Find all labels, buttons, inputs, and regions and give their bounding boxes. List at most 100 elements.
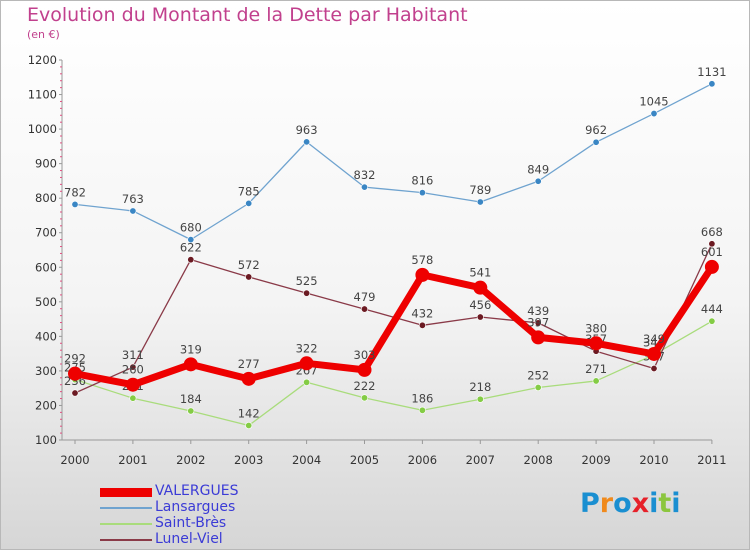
- data-label-saint-br-s: 218: [469, 380, 491, 394]
- data-point-valergues: [125, 377, 140, 392]
- data-point-lansargues: [592, 138, 600, 146]
- y-tick-label: 900: [35, 157, 57, 171]
- x-tick-label: 2002: [176, 453, 205, 467]
- data-point-saint-br-s: [245, 421, 253, 429]
- proxiti-logo: Proxiti: [580, 488, 681, 519]
- y-tick-label: 800: [35, 191, 57, 205]
- data-point-saint-br-s: [360, 394, 368, 402]
- data-label-lunel-viel: 622: [180, 241, 202, 255]
- data-point-lunel-viel: [708, 240, 716, 248]
- data-label-valergues: 601: [701, 245, 723, 259]
- data-label-lansargues: 763: [122, 192, 144, 206]
- logo-letter: o: [613, 488, 632, 519]
- y-tick-label: 100: [35, 433, 57, 447]
- data-label-lunel-viel: 572: [238, 258, 260, 272]
- data-point-lansargues: [476, 198, 484, 206]
- x-tick-label: 2009: [581, 453, 610, 467]
- data-label-valergues: 578: [411, 253, 433, 267]
- data-label-lansargues: 962: [585, 123, 607, 137]
- y-tick-label: 400: [35, 329, 57, 343]
- series-line-lansargues: [74, 83, 713, 241]
- data-point-saint-br-s: [708, 317, 716, 325]
- data-label-valergues: 303: [354, 348, 376, 362]
- data-point-lansargues: [534, 177, 542, 185]
- x-tick-label: 2008: [524, 453, 553, 467]
- data-label-lansargues: 680: [180, 221, 202, 235]
- data-label-valergues: 260: [122, 363, 144, 377]
- data-label-valergues: 322: [296, 341, 318, 355]
- legend-label-lunel-viel: Lunel-Viel: [155, 531, 223, 547]
- data-point-valergues: [183, 357, 198, 372]
- data-point-lunel-viel: [476, 313, 484, 321]
- logo-letter: P: [580, 488, 600, 519]
- data-label-saint-br-s: 444: [701, 302, 723, 316]
- data-label-lansargues: 1045: [639, 95, 668, 109]
- y-tick-label: 300: [35, 364, 57, 378]
- data-label-lunel-viel: 456: [469, 298, 491, 312]
- data-point-valergues: [531, 330, 546, 345]
- data-label-lansargues: 782: [64, 185, 86, 199]
- x-tick-label: 2001: [118, 453, 147, 467]
- legend-swatch-valergues: [100, 488, 152, 497]
- data-label-lunel-viel: 311: [122, 348, 144, 362]
- data-label-lunel-viel: 668: [701, 225, 723, 239]
- data-label-saint-br-s: 271: [585, 362, 607, 376]
- data-point-lansargues: [303, 138, 311, 146]
- legend-swatch-lunel-viel: [100, 539, 152, 541]
- chart-legend: VALERGUES Lansargues Saint-Brès Lunel-Vi…: [100, 483, 360, 548]
- data-label-lunel-viel: 432: [411, 306, 433, 320]
- data-point-lansargues: [187, 236, 195, 244]
- y-tick-label: 1200: [28, 53, 57, 67]
- data-point-valergues: [473, 280, 488, 295]
- data-label-lansargues: 785: [238, 184, 260, 198]
- legend-item-saint-bres: Saint-Brès: [100, 515, 360, 532]
- data-point-lunel-viel: [360, 305, 368, 313]
- data-point-saint-br-s: [592, 377, 600, 385]
- data-label-lansargues: 789: [469, 183, 491, 197]
- data-point-lansargues: [650, 110, 658, 118]
- x-tick-label: 2003: [234, 453, 263, 467]
- legend-label-saint-bres: Saint-Brès: [155, 515, 227, 531]
- data-label-lunel-viel: 479: [354, 290, 376, 304]
- x-tick-label: 2005: [350, 453, 379, 467]
- data-label-saint-br-s: 142: [238, 406, 260, 420]
- data-point-saint-br-s: [129, 394, 137, 402]
- chart-subtitle: (en €): [27, 28, 60, 41]
- series-line-saint-br-s: [74, 320, 713, 427]
- data-point-lansargues: [418, 189, 426, 197]
- x-tick-label: 2010: [639, 453, 668, 467]
- series-line-valergues: [71, 263, 716, 389]
- data-label-saint-br-s: 252: [527, 368, 549, 382]
- data-label-lunel-viel: 525: [296, 274, 318, 288]
- logo-letter: x: [631, 488, 650, 519]
- x-tick-label: 2004: [292, 453, 321, 467]
- data-label-lansargues: 816: [411, 174, 433, 188]
- data-label-valergues: 380: [585, 321, 607, 335]
- data-label-valergues: 292: [64, 352, 86, 366]
- data-point-saint-br-s: [418, 406, 426, 414]
- legend-label-lansargues: Lansargues: [155, 499, 236, 515]
- data-point-lunel-viel: [129, 363, 137, 371]
- data-point-lunel-viel: [303, 289, 311, 297]
- data-point-valergues: [241, 371, 256, 386]
- data-label-lansargues: 832: [354, 168, 376, 182]
- data-point-lunel-viel: [187, 256, 195, 264]
- legend-swatch-saint-bres: [100, 523, 152, 525]
- legend-item-lunel-viel: Lunel-Viel: [100, 531, 360, 548]
- data-point-saint-br-s: [534, 383, 542, 391]
- data-point-lunel-viel: [418, 321, 426, 329]
- logo-letter: r: [599, 488, 614, 519]
- data-label-saint-br-s: 186: [411, 391, 433, 405]
- y-tick-label: 1000: [28, 122, 57, 136]
- data-label-valergues: 277: [238, 357, 260, 371]
- legend-swatch-lansargues: [100, 507, 152, 509]
- logo-letter: i: [671, 488, 681, 519]
- y-tick-label: 500: [35, 295, 57, 309]
- chart-title: Evolution du Montant de la Dette par Hab…: [27, 4, 468, 26]
- data-point-lansargues: [129, 207, 137, 215]
- data-label-valergues: 319: [180, 342, 202, 356]
- data-label-saint-br-s: 184: [180, 392, 202, 406]
- data-point-saint-br-s: [187, 407, 195, 415]
- data-point-saint-br-s: [303, 378, 311, 386]
